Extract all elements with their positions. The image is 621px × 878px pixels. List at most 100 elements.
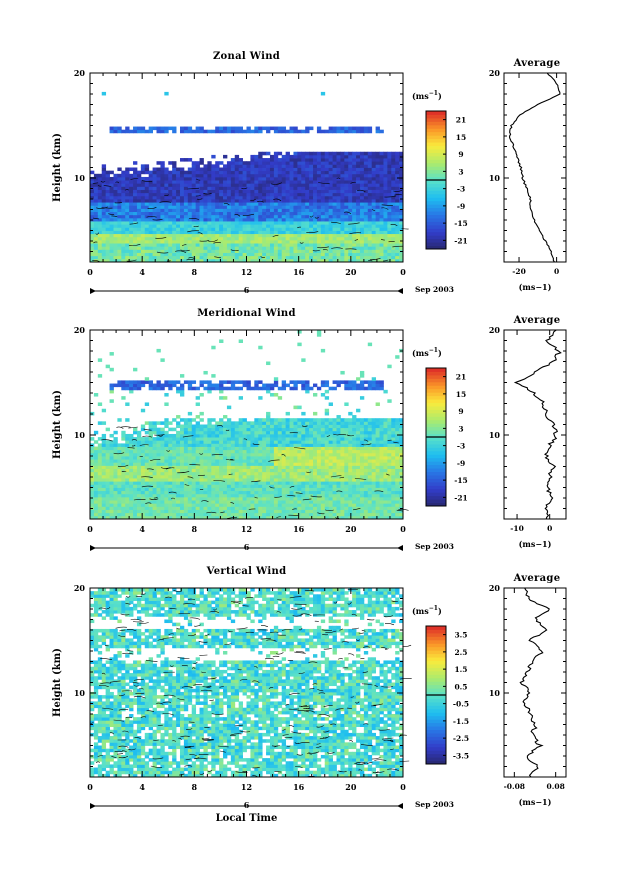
heatmap-cell: [395, 484, 399, 488]
heatmap-cell: [133, 227, 137, 231]
heatmap-cell: [90, 208, 94, 212]
heatmap-cell: [113, 246, 117, 250]
heatmap-cell: [266, 221, 270, 225]
heatmap-cell: [176, 506, 180, 510]
heatmap-cell: [188, 478, 192, 482]
heatmap-cell: [219, 443, 223, 447]
heatmap-cell: [247, 202, 251, 206]
heatmap-cell: [231, 164, 235, 168]
heatmap-cell: [282, 484, 286, 488]
heatmap-cell: [317, 186, 321, 190]
heatmap-cell: [270, 177, 274, 181]
heatmap-cell: [207, 472, 211, 476]
heatmap-cell: [121, 443, 125, 447]
heatmap-cell: [149, 227, 153, 231]
heatmap-cell: [313, 190, 317, 194]
heatmap-cell: [336, 186, 340, 190]
heatmap-cell: [301, 161, 305, 165]
heatmap-cell: [356, 155, 360, 159]
heatmap-cell: [200, 465, 204, 469]
heatmap-cell: [364, 158, 368, 162]
heatmap-cell: [176, 459, 180, 463]
heatmap-cell: [231, 208, 235, 212]
heatmap-cell: [325, 190, 329, 194]
heatmap-cell: [313, 256, 317, 260]
heatmap-cell: [278, 205, 282, 209]
heatmap-cell: [305, 510, 309, 514]
heatmap-cell: [125, 503, 129, 507]
heatmap-cells: [90, 330, 403, 519]
heatmap-cell: [200, 227, 204, 231]
colorbar-tick-label: -21: [454, 236, 468, 245]
heatmap-cell: [203, 443, 207, 447]
heatmap-cell: [200, 450, 204, 454]
heatmap-cell: [258, 488, 262, 492]
heatmap-cell: [368, 234, 372, 238]
heatmap-cell: [317, 164, 321, 168]
heatmap-cell: [121, 491, 125, 495]
heatmap-cell: [219, 171, 223, 175]
heatmap-cell: [113, 510, 117, 514]
heatmap-cell: [184, 478, 188, 482]
heatmap-cell: [395, 174, 399, 178]
heatmap-cell: [313, 205, 317, 209]
heatmap-cell: [200, 447, 204, 451]
heatmap-cell: [329, 234, 333, 238]
heatmap-cell: [211, 246, 215, 250]
heatmap-cell: [368, 462, 372, 466]
heatmap-cell: [352, 497, 356, 501]
heatmap-cell: [309, 171, 313, 175]
heatmap-cell: [207, 237, 211, 241]
heatmap-cell: [219, 472, 223, 476]
heatmap-cell: [106, 478, 110, 482]
heatmap-cell: [164, 186, 168, 190]
heatmap-cell: [157, 183, 161, 187]
heatmap-cell: [348, 127, 352, 131]
heatmap-cell: [305, 478, 309, 482]
heatmap-cell: [329, 459, 333, 463]
heatmap-cell: [391, 237, 395, 241]
heatmap-cell: [141, 243, 145, 247]
heatmap-cell: [113, 494, 117, 498]
heatmap-cell: [368, 208, 372, 212]
heatmap-cell: [270, 237, 274, 241]
heatmap-cell: [262, 224, 266, 228]
heatmap-cell: [129, 130, 133, 134]
heatmap-cell: [121, 196, 125, 200]
heatmap-cell: [270, 469, 274, 473]
heatmap-cell: [125, 497, 129, 501]
heatmap-cell: [395, 237, 399, 241]
heatmap-cell: [168, 472, 172, 476]
heatmap-cell: [180, 459, 184, 463]
heatmap-cell: [203, 174, 207, 178]
heatmap-cell: [207, 475, 211, 479]
heatmap-cell: [372, 249, 376, 253]
heatmap-cell: [192, 478, 196, 482]
heatmap-cell: [352, 180, 356, 184]
heatmap-cell: [239, 158, 243, 162]
heatmap-cell: [239, 506, 243, 510]
heatmap-cell: [157, 472, 161, 476]
heatmap-cell: [364, 510, 368, 514]
heatmap-cell: [270, 208, 274, 212]
heatmap-cell: [290, 462, 294, 466]
heatmap-cell: [278, 472, 282, 476]
heatmap-cell: [153, 447, 157, 451]
heatmap-cell: [172, 478, 176, 482]
heatmap-cell: [329, 484, 333, 488]
heatmap-cell: [258, 224, 262, 228]
heatmap-cell: [262, 183, 266, 187]
heatmap-cell: [266, 503, 270, 507]
heatmap-cell: [254, 221, 258, 225]
heatmap-cell: [383, 456, 387, 460]
heatmap-cell: [247, 183, 251, 187]
heatmap-cell: [176, 447, 180, 451]
heatmap-cell: [344, 164, 348, 168]
heatmap-cell: [344, 459, 348, 463]
heatmap-cell: [98, 491, 102, 495]
heatmap-cell: [243, 174, 247, 178]
heatmap-cell: [184, 256, 188, 260]
heatmap-cell: [325, 180, 329, 184]
heatmap-cell: [336, 253, 340, 257]
heatmap-cell: [102, 221, 106, 225]
